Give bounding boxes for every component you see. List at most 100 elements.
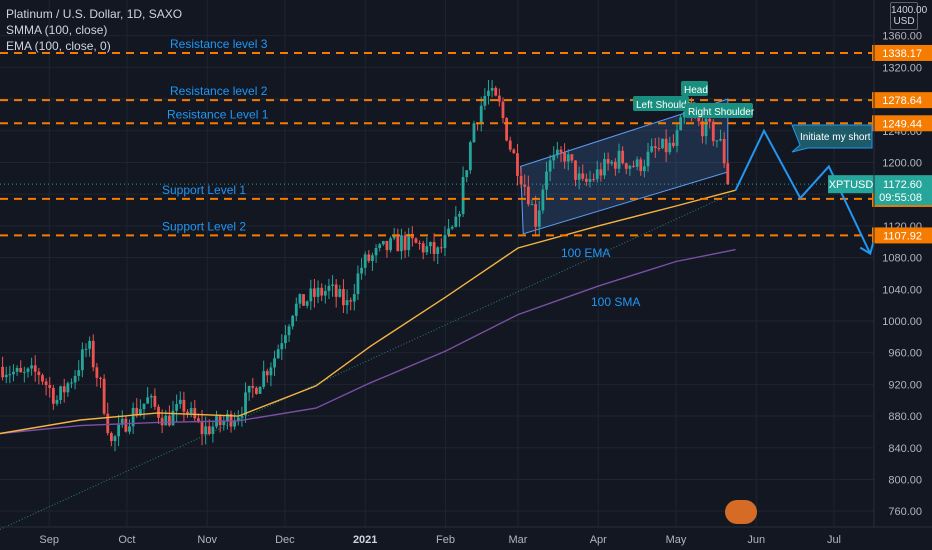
candle-body (632, 165, 635, 167)
candle (149, 393, 153, 409)
sma-line (0, 248, 736, 435)
candle (421, 240, 425, 260)
candle-body (508, 140, 512, 150)
projected-path[interactable] (734, 128, 872, 255)
candle (356, 265, 360, 300)
candle-body (657, 148, 661, 150)
candle (403, 231, 407, 259)
candle-body (363, 254, 367, 268)
candle-body (505, 117, 509, 141)
candle-body (653, 146, 657, 149)
price-tick-label: 1040.00 (882, 284, 922, 296)
candle-body (668, 142, 672, 153)
candle (537, 200, 541, 236)
candle (258, 385, 262, 394)
rising-channel[interactable] (520, 98, 729, 235)
candle (273, 350, 276, 377)
candle (320, 283, 324, 302)
candle-body (642, 166, 646, 172)
candle (363, 251, 367, 276)
candle-body (12, 371, 15, 375)
candle-body (548, 160, 552, 172)
candle-body (131, 407, 135, 427)
candle-body (262, 371, 266, 387)
candle-body (613, 161, 617, 169)
candle (436, 246, 440, 265)
candle-body (22, 371, 26, 373)
candle-body (102, 378, 106, 414)
price-tick-label: 1360.00 (882, 31, 922, 43)
candle (345, 289, 349, 314)
right-shoulder-label: Right Shoulder (688, 107, 755, 118)
candle-body (574, 160, 577, 180)
candle (284, 324, 287, 349)
candle-body (160, 417, 164, 426)
price-tick-label: 1320.00 (882, 62, 922, 74)
candle-body (153, 395, 157, 407)
level-axis-tag (874, 115, 932, 132)
candle-body (200, 420, 204, 435)
candle (189, 401, 193, 418)
candle (472, 120, 476, 143)
candle (584, 173, 588, 187)
candle-body (189, 408, 193, 414)
candle (255, 386, 258, 395)
candle (635, 156, 639, 171)
price-axis[interactable]: 760.00 800.00 840.00 880.00 920.00 960.00 1000… (874, 0, 932, 527)
candle (429, 241, 432, 254)
candle-body (182, 399, 186, 412)
candle (497, 88, 501, 107)
candle-body (479, 105, 483, 124)
candle (338, 285, 342, 298)
candle-body (255, 387, 258, 394)
candle-body (88, 340, 92, 349)
candle-body (211, 426, 215, 434)
candle-body (418, 242, 421, 244)
candle-body (70, 382, 73, 384)
tradingview-logo (725, 500, 757, 524)
time-tick-label: May (666, 534, 687, 546)
candle (650, 138, 654, 154)
candle-body (48, 385, 52, 388)
level-label: Resistance level 2 (170, 84, 268, 98)
candle (418, 240, 421, 250)
candle-body (400, 235, 403, 252)
candle (624, 162, 628, 175)
chart-title: Platinum / U.S. Dollar, 1D, SAXO (6, 7, 183, 21)
candle (613, 158, 617, 176)
candle-body (429, 242, 432, 247)
candle-body (487, 90, 490, 96)
level-axis-label: 1249.44 (882, 118, 922, 130)
candle-body (80, 349, 84, 371)
candle (661, 138, 664, 150)
candle (30, 357, 33, 376)
candle (385, 240, 389, 258)
candle-body (472, 123, 476, 143)
level-axis-label: 1338.17 (882, 48, 922, 60)
sma-label: 100 SMA (591, 295, 640, 309)
candle-body (465, 170, 469, 178)
candle-body (276, 349, 280, 359)
candle-body (617, 150, 621, 169)
candle (722, 132, 726, 168)
candle (33, 355, 37, 382)
candle (95, 362, 99, 387)
time-tick-label: Feb (436, 534, 455, 546)
candle (15, 365, 19, 376)
candle (218, 414, 222, 433)
candle (41, 373, 44, 385)
candle (109, 431, 113, 447)
candle-body (599, 169, 603, 176)
candle-body (704, 118, 708, 137)
candle-body (439, 247, 443, 249)
candle-body (711, 121, 715, 142)
candle-body (26, 368, 30, 372)
candle (226, 409, 229, 430)
currency-selector[interactable]: 1400.00 USD (890, 2, 927, 30)
time-tick-label: Mar (509, 534, 528, 546)
candle (581, 164, 585, 182)
candle-body (628, 165, 632, 169)
candle (653, 138, 657, 158)
candle-body (316, 287, 320, 297)
